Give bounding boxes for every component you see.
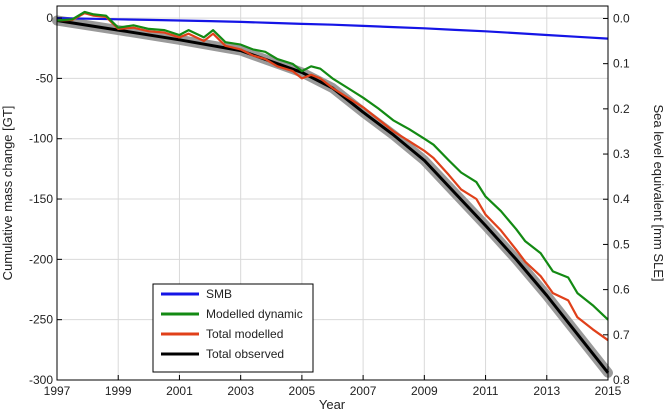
total-observed-line	[56, 19, 610, 374]
y-tick-label: 0	[46, 11, 53, 25]
legend-label-smb: SMB	[206, 287, 232, 301]
y-tick-label: -250	[29, 313, 53, 327]
y-tick-label: -50	[36, 71, 54, 85]
legend-label-total-modelled: Total modelled	[206, 327, 283, 341]
x-tick-label: 2005	[289, 384, 316, 398]
x-tick-label: 1999	[105, 384, 132, 398]
y2-tick-label: 0.7	[613, 328, 630, 342]
x-tick-label: 2009	[411, 384, 438, 398]
x-tick-label: 2013	[533, 384, 560, 398]
x-tick-label: 2007	[350, 384, 377, 398]
y-tick-label: -200	[29, 252, 53, 266]
y-tick-label: -100	[29, 132, 53, 146]
legend-label-total-observed: Total observed	[206, 347, 284, 361]
legend-label-modelled-dynamic: Modelled dynamic	[206, 307, 303, 321]
y-tick-label: -150	[29, 192, 53, 206]
y-axis-label: Cumulative mass change [GT]	[0, 106, 15, 281]
series-layer	[52, 10, 613, 378]
x-tick-label: 1997	[44, 384, 71, 398]
plot-area	[57, 6, 608, 380]
smb-line	[56, 17, 609, 40]
y2-tick-label: 0.5	[613, 237, 630, 251]
legend: SMB Modelled dynamic Total modelled Total o…	[152, 283, 314, 373]
x-tick-label: 2001	[166, 384, 193, 398]
x-tick-label: 2015	[595, 384, 622, 398]
y-tick-label: -300	[29, 373, 53, 387]
axis-ticks: 1997 1999 2001 2003 2005 2007 2009 2011 2013 2015…	[29, 11, 630, 398]
y2-tick-label: 0.6	[613, 283, 630, 297]
plot-frame	[56, 5, 609, 381]
y2-tick-label: 0.2	[613, 102, 630, 116]
y2-tick-label: 0.3	[613, 147, 630, 161]
x-tick-label: 2003	[227, 384, 254, 398]
modelled-dynamic-line	[56, 10, 609, 321]
total-modelled-line	[56, 12, 609, 342]
x-tick-label: 2011	[473, 384, 499, 398]
y2-tick-label: 0.0	[613, 11, 630, 25]
legend-box	[152, 283, 314, 373]
y2-axis-label: Sea level equivalent [mm SLE]	[651, 104, 664, 281]
y2-tick-label: 0.8	[613, 373, 630, 387]
y2-tick-label: 0.4	[613, 192, 630, 206]
x-axis-label: Year	[319, 397, 346, 412]
y2-tick-label: 0.1	[613, 57, 630, 71]
